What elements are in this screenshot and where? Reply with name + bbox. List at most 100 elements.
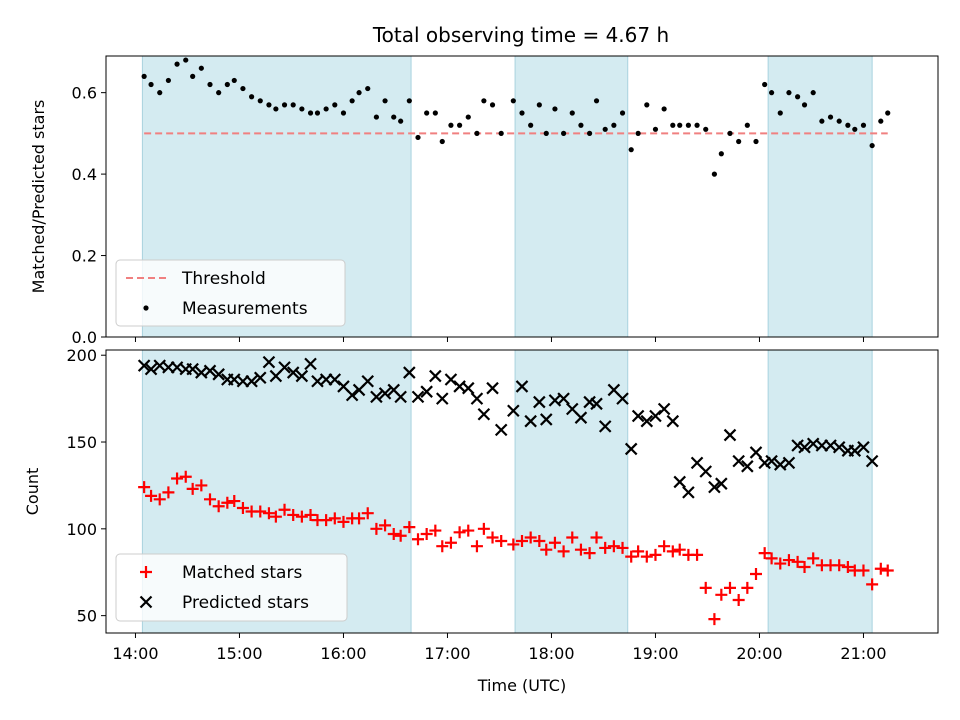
top-dot-point-47	[536, 102, 542, 108]
top-dot-point-29	[382, 98, 388, 104]
bot-x-point-23	[328, 373, 342, 386]
top-dot-point-32	[406, 98, 412, 104]
bot-x-point-13	[245, 374, 258, 388]
top-dot-point-23	[332, 102, 338, 108]
top-observing-band-1	[514, 55, 629, 338]
bot-x-point-9	[212, 368, 225, 381]
bot-x-point-14	[253, 371, 267, 385]
top-dot-point-55	[602, 126, 608, 132]
bot-x-point-44	[507, 404, 520, 418]
top-dot-point-10	[224, 81, 230, 88]
bot-plus-point-48	[540, 543, 553, 556]
bot-legend-label-0: Matched stars	[182, 563, 302, 583]
bot-x-point-87	[865, 454, 879, 468]
top-dot-point-7	[198, 65, 204, 71]
top-dot-point-44	[510, 98, 516, 104]
bot-plus-point-74	[758, 547, 771, 560]
xtick-label-7: 21:00	[840, 644, 886, 663]
top-dot-point-30	[391, 114, 397, 120]
bot-plus-point-23	[328, 512, 341, 525]
bot-x-point-75	[765, 454, 778, 468]
bot-plus-point-9	[212, 500, 225, 513]
top-dot-point-16	[273, 106, 279, 112]
top-ytick-label-1: 0.2	[72, 247, 97, 266]
xtick-label-2: 16:00	[320, 644, 366, 663]
bot-plus-point-29	[379, 519, 392, 532]
top-dot-point-71	[736, 138, 742, 145]
bot-plus-point-59	[632, 545, 645, 558]
bot-plus-point-60	[640, 550, 653, 563]
xtick-label-5: 19:00	[632, 644, 678, 663]
top-dot-point-28	[373, 114, 379, 120]
bot-plus-point-69	[715, 588, 728, 601]
bot-plus-point-35	[429, 524, 442, 537]
top-dot-point-27	[365, 85, 371, 92]
top-axes-frame	[105, 55, 939, 338]
top-dot-point-75	[769, 90, 775, 96]
top-dot-point-35	[432, 110, 438, 116]
bot-x-point-71	[732, 454, 745, 468]
bot-plus-point-79	[798, 561, 811, 574]
top-dot-point-51	[569, 110, 575, 116]
bot-x-point-18	[286, 366, 300, 379]
bot-plus-point-83	[833, 559, 846, 572]
bot-plus-point-49	[548, 536, 561, 549]
chart-title: Total observing time = 4.67 h	[372, 23, 669, 47]
top-dot-point-2	[157, 90, 163, 96]
top-dot-point-3	[165, 77, 171, 84]
top-series-0	[141, 57, 891, 177]
top-dot-point-77	[786, 90, 792, 96]
top-dot-point-67	[703, 126, 709, 132]
bot-plus-point-86	[857, 564, 870, 577]
top-dot-point-74	[762, 81, 768, 88]
bot-plus-point-16	[269, 510, 282, 523]
top-dot-point-4	[174, 61, 180, 67]
top-dot-point-42	[489, 102, 496, 108]
bot-plus-point-1	[145, 489, 158, 502]
bot-plus-point-12	[236, 501, 249, 514]
bot-x-point-65	[682, 486, 695, 499]
bot-x-point-64	[673, 475, 687, 489]
bot-legend-box	[115, 553, 348, 622]
bot-x-point-58	[624, 442, 638, 456]
bot-plus-point-67	[699, 581, 712, 594]
bot-plus-point-73	[750, 567, 762, 580]
bot-plus-point-52	[574, 543, 587, 556]
bot-plus-point-24	[337, 515, 350, 528]
x-axis-label: Time (UTC)	[477, 676, 566, 695]
top-ytick-label-3: 0.6	[72, 84, 97, 103]
bot-plus-point-58	[625, 550, 638, 563]
bot-plus-point-34	[420, 528, 433, 541]
bot-x-point-1	[144, 362, 158, 376]
top-dot-point-72	[744, 122, 750, 128]
bot-x-point-48	[539, 413, 553, 426]
bot-plus-point-11	[228, 495, 241, 508]
top-dot-point-58	[628, 147, 634, 153]
bot-plus-point-15	[262, 507, 275, 520]
bot-x-point-42	[486, 381, 499, 395]
top-dot-point-60	[644, 102, 650, 108]
bot-plus-point-31	[394, 529, 407, 542]
top-dot-point-39	[465, 114, 471, 120]
top-dot-point-59	[635, 130, 641, 136]
top-dot-point-68	[711, 171, 718, 177]
bot-plus-point-26	[353, 512, 366, 525]
bot-x-point-63	[666, 414, 680, 428]
bot-x-point-35	[429, 369, 442, 383]
top-dot-point-65	[685, 122, 692, 128]
bot-x-point-31	[394, 390, 407, 404]
top-dot-point-36	[439, 138, 445, 145]
bot-x-point-52	[574, 411, 588, 424]
bot-x-point-6	[186, 362, 199, 376]
bot-plus-point-10	[221, 496, 234, 509]
bot-ytick-label-1: 100	[66, 520, 97, 539]
bot-plus-point-19	[295, 510, 308, 523]
top-dot-point-83	[836, 118, 842, 124]
bot-x-point-25	[345, 388, 359, 402]
bot-x-point-60	[640, 414, 654, 428]
top-dot-point-66	[694, 122, 700, 128]
top-dot-point-62	[661, 106, 667, 112]
top-y-axis-label: Matched/Predicted stars	[29, 100, 48, 294]
bot-plus-point-68	[708, 613, 721, 626]
top-dot-point-6	[190, 73, 196, 79]
